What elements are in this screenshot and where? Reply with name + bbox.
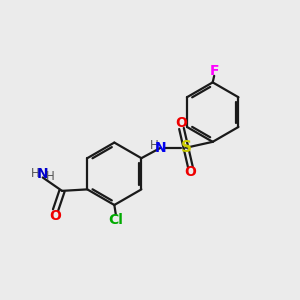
Text: H: H (150, 139, 159, 152)
Text: O: O (49, 209, 61, 223)
Text: Cl: Cl (108, 213, 123, 227)
Text: O: O (184, 165, 196, 179)
Text: S: S (180, 140, 191, 155)
Text: H: H (46, 169, 55, 182)
Text: N: N (155, 141, 167, 155)
Text: H: H (31, 167, 39, 180)
Text: O: O (176, 116, 188, 130)
Text: N: N (37, 167, 49, 181)
Text: F: F (209, 64, 219, 78)
